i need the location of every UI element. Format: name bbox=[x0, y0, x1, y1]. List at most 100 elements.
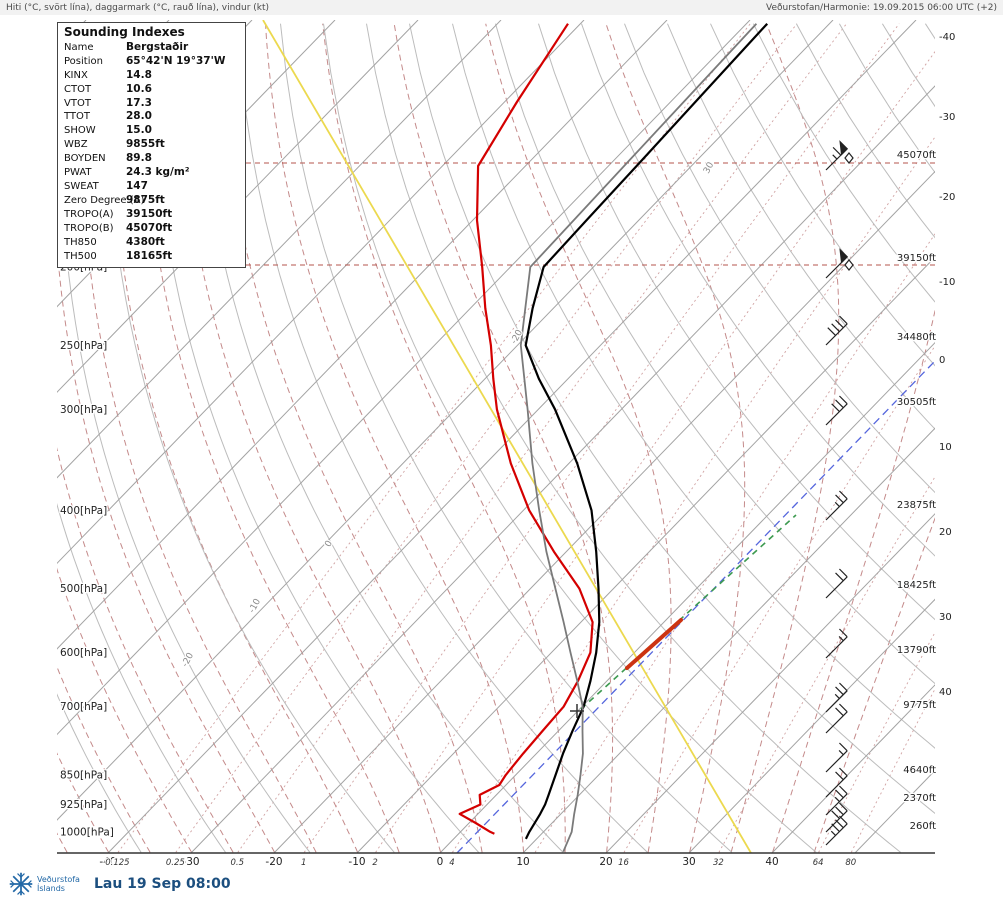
index-value: 4380ft bbox=[126, 235, 165, 248]
index-row: PWAT 24.3 kg/m² bbox=[64, 166, 239, 180]
index-label: Name bbox=[64, 41, 94, 53]
valid-time-label: Lau 19 Sep 08:00 bbox=[93, 876, 231, 892]
altitude-label: 13790ft bbox=[897, 645, 936, 656]
mixing-ratio-label: 0.25 bbox=[166, 858, 185, 868]
index-value: 39150ft bbox=[126, 207, 173, 220]
mixing-ratio-label: 1 bbox=[301, 858, 306, 868]
header-legend-text: Hiti (°C, svört lína), daggarmark (°C, r… bbox=[6, 2, 270, 13]
wind-barb bbox=[825, 248, 849, 279]
index-label: TROPO(A) bbox=[64, 208, 114, 220]
wind-barb bbox=[825, 568, 848, 599]
grid-dry-adiabats bbox=[57, 23, 935, 853]
bottom-temp-label: 40 bbox=[765, 856, 778, 868]
mixing-ratio-label: 16 bbox=[618, 858, 629, 868]
yellow-reference-line bbox=[262, 20, 752, 853]
right-temp-label: 20 bbox=[939, 527, 952, 538]
wind-barb bbox=[825, 815, 848, 846]
pressure-label: 300[hPa] bbox=[60, 404, 107, 416]
zero-isotherm-blue-line bbox=[456, 361, 935, 853]
bottom-temp-label: -30 bbox=[182, 856, 199, 868]
index-label: BOYDEN bbox=[64, 153, 106, 165]
mixing-ratio-label: 4 bbox=[449, 858, 454, 868]
wind-barb bbox=[825, 490, 848, 521]
index-label: CTOT bbox=[64, 83, 92, 95]
index-row: SHOW 15.0 bbox=[64, 124, 239, 138]
right-temp-label: -20 bbox=[939, 192, 955, 203]
index-label: TROPO(B) bbox=[64, 222, 114, 234]
index-row: TTOT 28.0 bbox=[64, 110, 239, 124]
logo-line1: Veðurstofa bbox=[37, 875, 80, 884]
indexes-title: Sounding Indexes bbox=[64, 25, 185, 39]
parcel-green-line bbox=[580, 514, 797, 710]
tropopause-marker bbox=[844, 152, 854, 164]
header-model-run-text: Veðurstofan/Harmonie: 19.09.2015 06:00 U… bbox=[766, 2, 997, 13]
altitude-label: 18425ft bbox=[897, 580, 936, 591]
wind-barb bbox=[825, 767, 848, 798]
lcl-marker bbox=[570, 704, 584, 718]
pressure-label: 250[hPa] bbox=[60, 340, 107, 352]
index-value: 9855ft bbox=[126, 138, 165, 151]
adiabat-label: -10 bbox=[247, 597, 263, 615]
pressure-label: 1000[hPa] bbox=[60, 826, 114, 838]
wind-barb bbox=[825, 395, 848, 426]
right-temp-label: 0 bbox=[939, 355, 945, 366]
header-bar: Hiti (°C, svört lína), daggarmark (°C, r… bbox=[0, 0, 1003, 15]
pressure-label: 850[hPa] bbox=[60, 769, 107, 781]
index-row: Position 65°42'N 19°37'W bbox=[64, 55, 239, 69]
index-value: 65°42'N 19°37'W bbox=[126, 54, 226, 67]
indexes-rows: Name Bergstaðir Position 65°42'N 19°37'W KIN… bbox=[64, 41, 239, 264]
adiabat-label: -20 bbox=[180, 651, 196, 669]
vedurstofa-logo-icon bbox=[9, 872, 33, 896]
index-label: VTOT bbox=[64, 97, 91, 109]
altitude-label: 45070ft bbox=[897, 150, 936, 161]
index-row: WBZ 9855ft bbox=[64, 138, 239, 152]
right-temp-label: 30 bbox=[939, 612, 952, 623]
index-row: CTOT 10.6 bbox=[64, 83, 239, 97]
right-temp-label: 40 bbox=[939, 687, 952, 698]
index-row: TH850 4380ft bbox=[64, 236, 239, 250]
pressure-label: 500[hPa] bbox=[60, 583, 107, 595]
wind-barb bbox=[825, 785, 848, 816]
wind-barb bbox=[825, 315, 848, 346]
bottom-temp-label: 0 bbox=[437, 856, 444, 868]
index-label: TTOT bbox=[64, 111, 91, 123]
index-value: 10.6 bbox=[126, 82, 152, 95]
axis-labels: 200[hPa]250[hPa]300[hPa]400[hPa]500[hPa]… bbox=[59, 31, 957, 868]
parcel-curve bbox=[519, 23, 758, 853]
wind-barb bbox=[825, 682, 848, 713]
altitude-label: 30505ft bbox=[897, 397, 936, 408]
index-row: TROPO(A) 39150ft bbox=[64, 208, 239, 222]
altitude-label: 39150ft bbox=[897, 253, 936, 264]
footer-bar: Veðurstofa Íslands Lau 19 Sep 08:00 bbox=[0, 868, 1003, 900]
pressure-label: 925[hPa] bbox=[60, 799, 107, 811]
mixing-ratio-label: 0.5 bbox=[230, 858, 244, 868]
chart-plot-area bbox=[57, 20, 935, 853]
temperature-curve bbox=[524, 22, 769, 840]
bottom-temp-label: 20 bbox=[599, 856, 612, 868]
wind-barb-column bbox=[825, 140, 849, 846]
index-value: Bergstaðir bbox=[126, 40, 189, 53]
index-label: KINX bbox=[64, 69, 88, 81]
index-row: KINX 14.8 bbox=[64, 69, 239, 83]
wind-barb bbox=[825, 703, 848, 734]
index-value: 17.3 bbox=[126, 96, 152, 109]
skewt-chart: 200[hPa]250[hPa]300[hPa]400[hPa]500[hPa]… bbox=[57, 20, 957, 868]
bottom-temp-label: -10 bbox=[348, 856, 365, 868]
index-row: TROPO(B) 45070ft bbox=[64, 222, 239, 236]
index-value: 9875ft bbox=[126, 193, 165, 206]
altitude-label: 260ft bbox=[910, 821, 936, 832]
index-label: TH500 bbox=[64, 250, 97, 262]
pressure-label: 400[hPa] bbox=[60, 505, 107, 517]
right-temp-label: -40 bbox=[939, 32, 955, 43]
altitude-label: 23875ft bbox=[897, 500, 936, 511]
bottom-temp-label: 30 bbox=[682, 856, 695, 868]
index-row: Zero Degree (A) 9875ft bbox=[64, 194, 239, 208]
index-value: 14.8 bbox=[126, 68, 152, 81]
cape-highlight-segment bbox=[625, 618, 683, 670]
logo-line2: Íslands bbox=[37, 884, 65, 893]
right-temp-label: -30 bbox=[939, 112, 955, 123]
index-row: VTOT 17.3 bbox=[64, 97, 239, 111]
wind-barb bbox=[825, 742, 848, 773]
index-label: WBZ bbox=[64, 139, 88, 151]
